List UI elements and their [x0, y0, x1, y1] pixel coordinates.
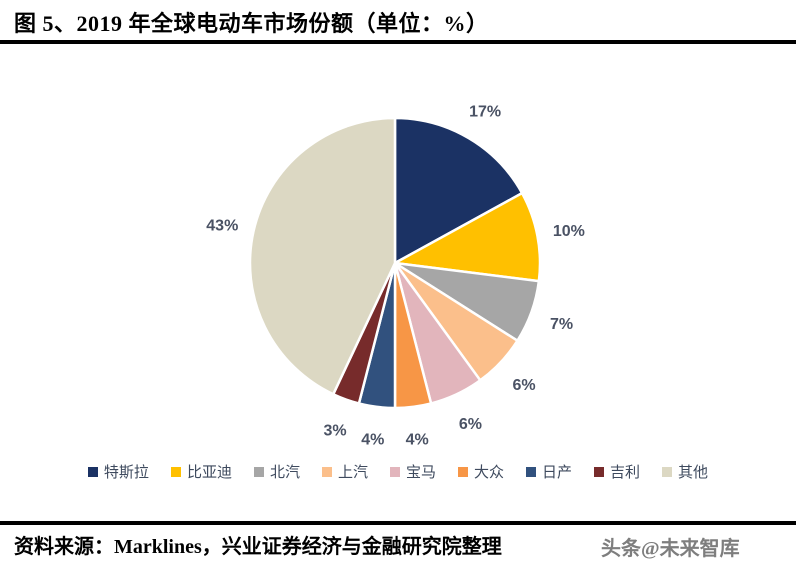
pie-slice-比亚迪 [393, 191, 542, 283]
legend-item-日产: 日产 [526, 461, 572, 482]
legend-swatch-icon [458, 466, 468, 477]
pie-value-label-特斯拉: 17% [469, 104, 501, 121]
legend-item-吉利: 吉利 [594, 461, 640, 482]
legend-swatch-icon [526, 466, 537, 477]
pie-value-label-其他: 43% [206, 217, 238, 234]
pie-value-label-日产: 4% [361, 432, 384, 449]
pie-value-label-吉利: 3% [323, 423, 346, 440]
legend-swatch-icon [321, 466, 332, 477]
pie-slice-其他 [248, 116, 397, 396]
legend-item-其他: 其他 [662, 461, 708, 482]
legend-label: 其他 [678, 464, 709, 481]
legend-swatch-icon [662, 466, 673, 477]
legend-label: 特斯拉 [103, 464, 149, 481]
legend-swatch-icon [253, 466, 264, 477]
pie-value-label-大众: 4% [406, 432, 429, 449]
pie-value-label-宝马: 6% [459, 416, 482, 433]
legend-swatch-icon [389, 466, 400, 477]
legend-label: 日产 [542, 464, 573, 481]
legend-item-大众: 大众 [458, 461, 504, 482]
legend-item-上汽: 上汽 [321, 461, 368, 482]
legend-label: 北汽 [269, 464, 300, 481]
legend-label: 大众 [474, 464, 505, 481]
legend-swatch-icon [87, 466, 98, 477]
pie-slice-特斯拉 [393, 116, 524, 265]
pie-value-label-北汽: 7% [550, 316, 573, 333]
legend-swatch-icon [170, 466, 181, 477]
pie-value-label-比亚迪: 10% [553, 223, 585, 240]
legend-item-比亚迪: 比亚迪 [170, 461, 232, 482]
legend-swatch-icon [594, 466, 605, 477]
chart-legend: 特斯拉 比亚迪 北汽 上汽 宝马 大众 日产 吉利 其他 [0, 461, 796, 482]
legend-label: 吉利 [610, 464, 641, 481]
footer-divider [0, 521, 796, 525]
watermark: 头条@未来智库 [601, 538, 740, 560]
legend-label: 宝马 [405, 464, 436, 481]
source-note: 资料来源：Marklines，兴业证券经济与金融研究院整理 [14, 536, 502, 558]
pie-value-label-上汽: 6% [512, 377, 535, 394]
legend-item-宝马: 宝马 [389, 461, 436, 482]
legend-label: 比亚迪 [186, 464, 232, 481]
title-divider [0, 40, 796, 44]
legend-item-特斯拉: 特斯拉 [87, 461, 149, 482]
legend-item-北汽: 北汽 [253, 461, 300, 482]
pie-chart: 17% 10% 7% 6% 6% 4% 4% 3% 43% [206, 104, 585, 449]
figure-title: 图 5、2019 年全球电动车市场份额（单位：%） [14, 11, 489, 36]
legend-label: 上汽 [337, 464, 368, 481]
